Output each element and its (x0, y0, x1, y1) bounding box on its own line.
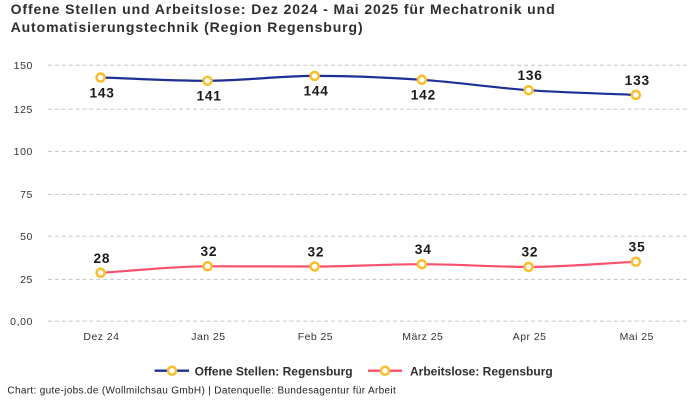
svg-text:141: 141 (196, 89, 221, 104)
svg-text:25: 25 (20, 274, 33, 286)
svg-text:Mai 25: Mai 25 (620, 331, 654, 343)
svg-text:Apr 25: Apr 25 (513, 331, 547, 343)
svg-text:28: 28 (93, 251, 110, 266)
svg-text:34: 34 (415, 242, 432, 257)
svg-text:35: 35 (629, 240, 646, 255)
svg-text:100: 100 (14, 146, 33, 158)
svg-text:144: 144 (303, 84, 328, 99)
svg-text:Offene Stellen und Arbeitslose: Offene Stellen und Arbeitslose: Dez 2024… (11, 1, 556, 17)
svg-text:125: 125 (14, 104, 33, 116)
svg-text:143: 143 (89, 85, 114, 100)
svg-text:Chart: gute-jobs.de (Wollmilch: Chart: gute-jobs.de (Wollmilchsau GmbH) … (7, 386, 396, 397)
svg-text:März 25: März 25 (402, 331, 443, 343)
svg-text:Arbeitslose: Regensburg: Arbeitslose: Regensburg (410, 364, 553, 378)
svg-text:Offene Stellen: Regensburg: Offene Stellen: Regensburg (195, 364, 353, 378)
svg-text:32: 32 (521, 245, 538, 260)
svg-text:0,00: 0,00 (10, 316, 33, 328)
svg-text:50: 50 (20, 231, 33, 243)
svg-text:75: 75 (20, 189, 33, 201)
svg-text:150: 150 (14, 60, 33, 72)
svg-text:Feb 25: Feb 25 (298, 331, 333, 343)
svg-text:136: 136 (517, 68, 542, 83)
svg-text:Automatisierungstechnik (Regio: Automatisierungstechnik (Region Regensbu… (11, 19, 364, 35)
svg-text:Jan 25: Jan 25 (191, 331, 225, 343)
svg-text:142: 142 (411, 88, 436, 103)
svg-text:133: 133 (625, 73, 650, 88)
svg-text:32: 32 (200, 244, 217, 259)
svg-text:32: 32 (307, 244, 324, 259)
svg-text:Dez 24: Dez 24 (83, 331, 119, 343)
